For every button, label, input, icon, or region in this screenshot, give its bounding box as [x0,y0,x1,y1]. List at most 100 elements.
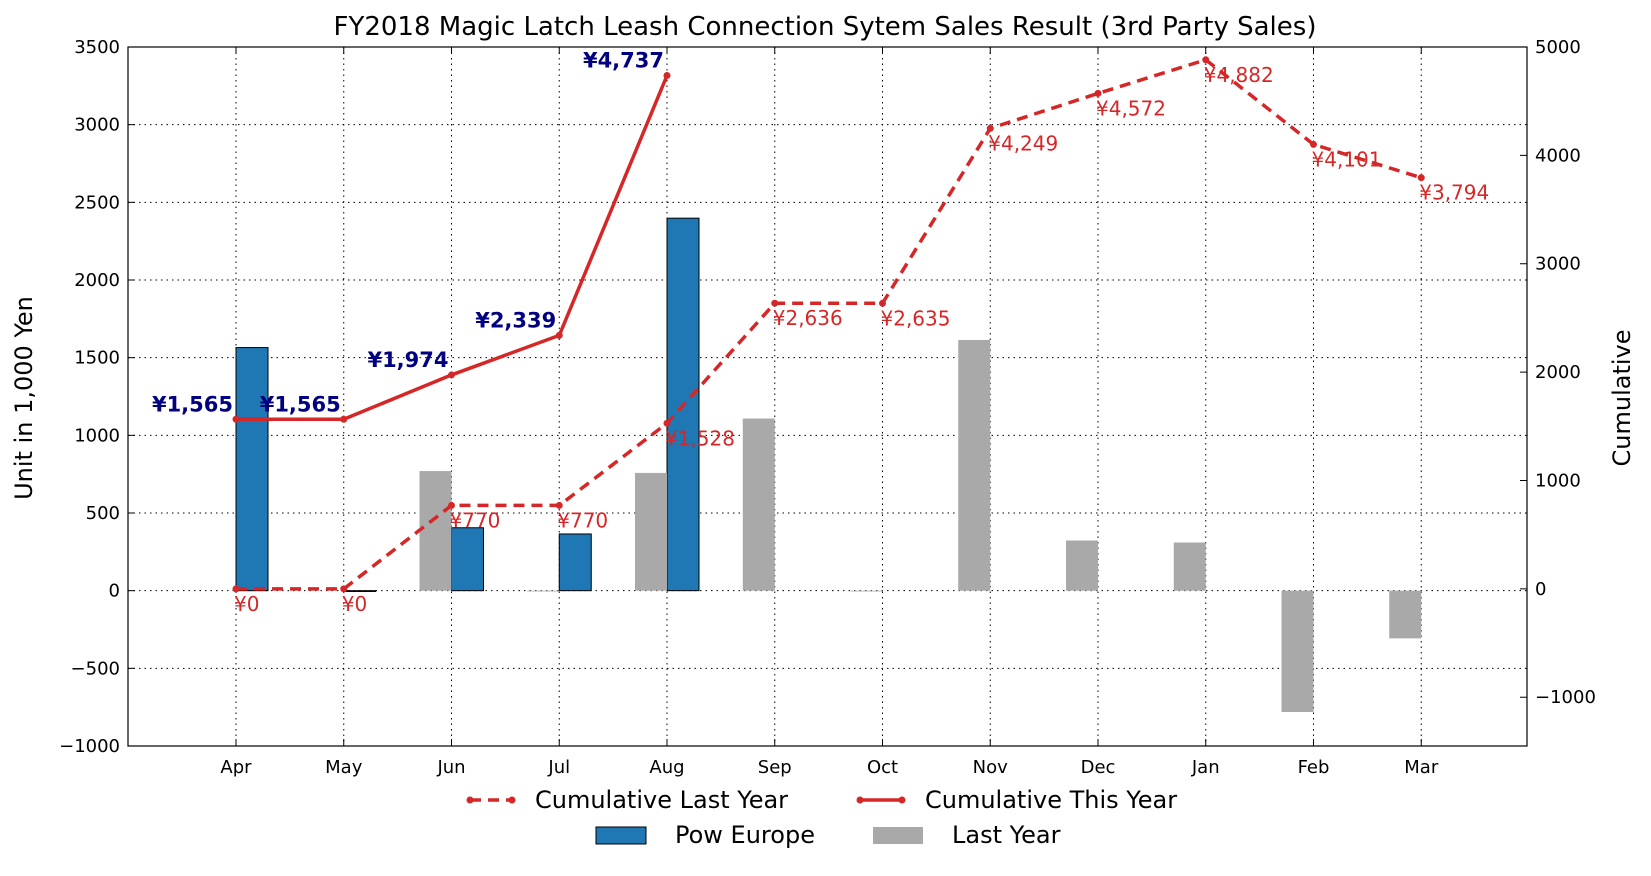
bar-last-year-nov [958,339,991,591]
data-label-cumulative-last-year: ¥4,882 [1204,63,1274,87]
point-cumulative-last-year [448,501,455,509]
point-cumulative-last-year [879,299,886,307]
y-right-tick-label: 2000 [1535,362,1581,383]
point-cumulative-last-year [555,501,563,509]
data-label-cumulative-this-year: ¥1,565 [152,392,233,416]
bar-last-year-aug [635,472,667,591]
bar-last-year-dec [1066,540,1098,591]
data-label-cumulative-this-year: ¥1,974 [367,348,448,372]
y-left-tick-label: −500 [71,658,120,679]
y-right-tick-label: 4000 [1535,145,1581,166]
x-tick-label-feb: Feb [1298,757,1330,778]
data-label-cumulative-last-year: ¥2,635 [881,306,951,330]
y-left-tick-label: 0 [109,581,120,602]
point-cumulative-last-year [986,124,994,132]
x-tick-label-mar: Mar [1404,757,1439,778]
data-label-cumulative-this-year: ¥4,737 [583,49,664,73]
chart-title: FY2018 Magic Latch Leash Connection Syte… [334,12,1317,42]
bar-last-year-oct [850,590,883,592]
point-cumulative-this-year [340,415,348,423]
line-cumulative-last-year [236,57,1422,591]
data-label-cumulative-last-year: ¥2,636 [773,306,843,330]
bar-last-year-mar [1389,590,1422,639]
legend-marker-cumulative-this-year [898,796,906,804]
point-cumulative-last-year [1417,174,1425,182]
point-cumulative-last-year [340,585,348,593]
data-label-cumulative-last-year: ¥770 [450,508,501,532]
point-cumulative-last-year [663,419,671,427]
data-label-cumulative-last-year: ¥770 [557,508,608,532]
y-left-tick-label: 3000 [74,115,120,136]
x-tick-label-nov: Nov [973,757,1008,778]
axes-layer: −1000 −500 0 500 1000 1500 2000 2500 3000 3500 −10… [59,37,1596,778]
y-axis-right-label: Cumulative [1608,330,1636,467]
line-cumulative-this-year [236,74,669,422]
y-left-tick-label: 2500 [74,192,120,213]
point-cumulative-last-year [232,585,240,593]
data-label-cumulative-last-year: ¥4,249 [988,131,1058,155]
data-label-cumulative-last-year: ¥0 [234,592,259,616]
data-label-cumulative-last-year: ¥4,572 [1096,96,1166,120]
legend-marker-cumulative-this-year [856,796,864,804]
bar-pow-europe-jun [451,527,484,592]
point-cumulative-last-year [1310,140,1317,148]
point-cumulative-this-year [232,415,240,423]
y-right-tick-label: 1000 [1535,470,1581,491]
point-cumulative-this-year [663,72,671,80]
point-cumulative-this-year [448,371,455,379]
legend-marker-cumulative-last-year [466,796,474,804]
y-right-tick-label: 0 [1535,579,1546,600]
y-left-tick-label: 500 [86,503,120,524]
data-label-cumulative-last-year: ¥3,794 [1419,181,1489,205]
y-right-tick-label: 3000 [1535,254,1581,275]
y-left-tick-label: 1500 [74,348,120,369]
legend-label-pow-europe: Pow Europe [675,821,815,849]
legend: Cumulative Last Year Cumulative This Year… [466,786,1177,849]
bar-last-year-jul [527,590,560,592]
bar-pow-europe-aug [666,217,700,592]
x-tick-label-oct: Oct [867,757,898,778]
x-tick-label-jun: Jun [436,757,465,778]
y-left-tick-label: 1000 [74,425,120,446]
data-label-cumulative-this-year: ¥2,339 [475,308,556,332]
data-label-cumulative-last-year: ¥0 [342,592,367,616]
bar-last-year-jan [1173,542,1206,591]
legend-label-cumulative-this-year: Cumulative This Year [925,786,1177,814]
point-cumulative-last-year [771,299,779,307]
data-label-cumulative-last-year: ¥4,101 [1312,147,1382,171]
y-right-tick-label: −1000 [1535,687,1596,708]
x-tick-label-aug: Aug [649,757,684,778]
y-axis-left-label: Unit in 1,000 Yen [10,296,38,500]
x-tick-label-apr: Apr [220,757,252,778]
point-cumulative-last-year [1202,56,1210,64]
bar-last-year-sep [742,418,775,591]
legend-label-cumulative-last-year: Cumulative Last Year [535,786,788,814]
y-right-tick-label: 5000 [1535,37,1581,58]
data-label-cumulative-last-year: ¥1,528 [665,426,735,450]
point-cumulative-last-year [1094,89,1102,97]
y-left-tick-label: 2000 [74,270,120,291]
legend-marker-cumulative-last-year [508,796,516,804]
x-tick-label-jan: Jan [1191,757,1220,778]
bar-pow-europe-jul [558,533,592,592]
data-label-cumulative-this-year: ¥1,565 [260,392,341,416]
x-tick-label-sep: Sep [758,757,792,778]
data-labels-layer: ¥0 ¥0 ¥770 ¥770 ¥1,528 ¥2,636 ¥2,635 ¥4,249 ¥4,5… [152,49,1489,616]
bar-last-year-feb [1281,590,1314,712]
y-left-tick-label: 3500 [74,37,120,58]
bars-layer [235,217,1422,712]
x-tick-label-jul: Jul [547,757,570,778]
legend-label-last-year: Last Year [952,821,1061,849]
legend-swatch-last-year [873,827,923,844]
point-cumulative-this-year [555,331,563,339]
y-left-tick-label: −1000 [59,736,120,757]
legend-swatch-pow-europe [595,826,647,845]
x-tick-label-may: May [325,757,363,778]
x-tick-label-dec: Dec [1081,757,1116,778]
plot-frame [127,46,1528,747]
lines-layer [232,56,1425,593]
bar-pow-europe-apr [235,347,269,592]
bar-last-year-jun [419,471,452,591]
